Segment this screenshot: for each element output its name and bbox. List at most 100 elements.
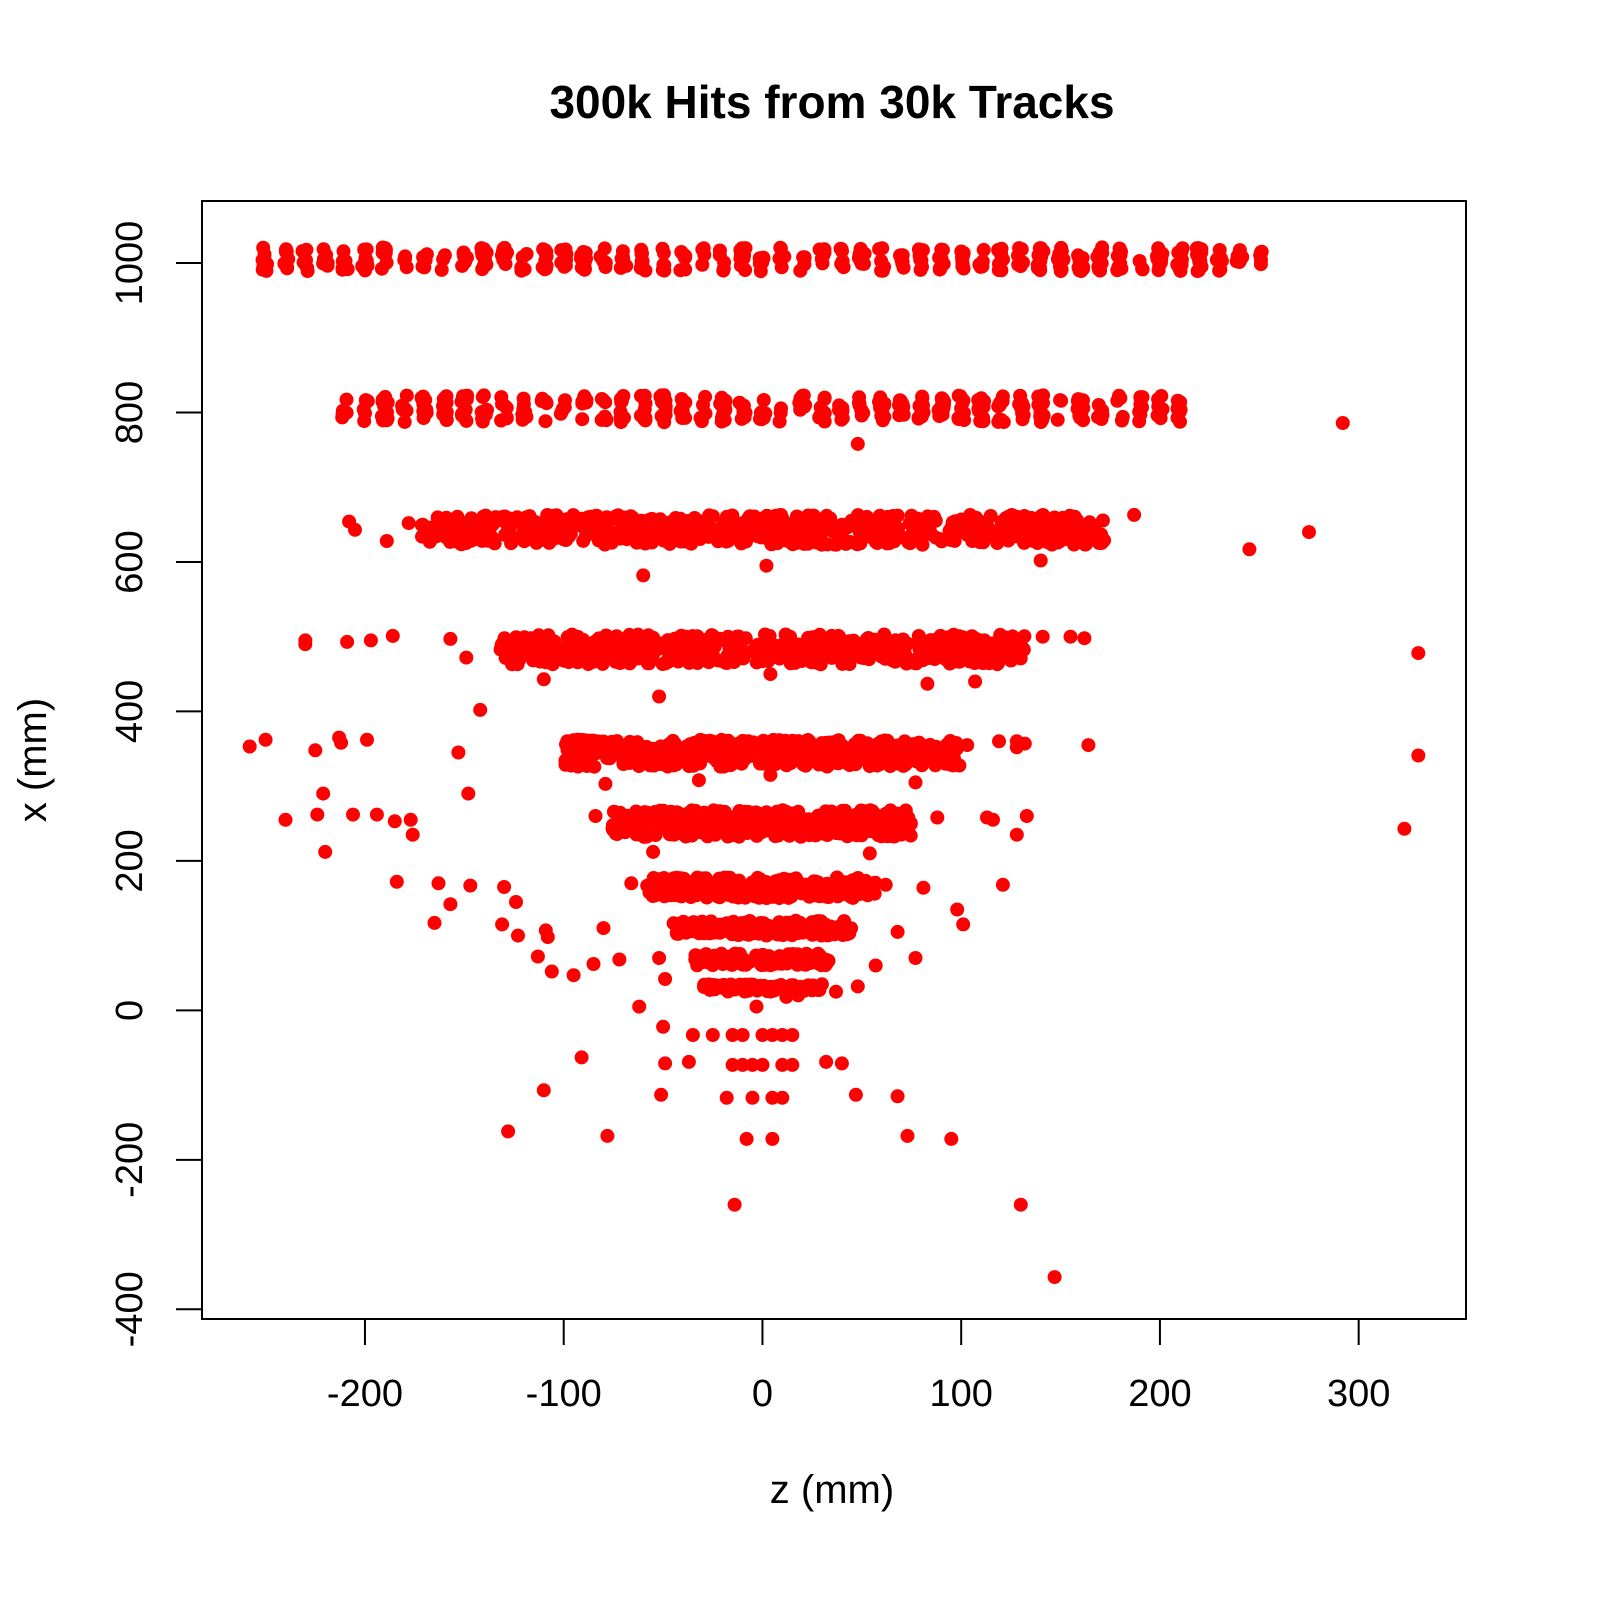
data-point xyxy=(1053,534,1067,549)
data-point xyxy=(783,656,798,671)
data-point xyxy=(777,524,792,539)
data-point xyxy=(739,1131,754,1146)
data-point xyxy=(565,627,580,642)
data-point xyxy=(823,633,838,648)
hit-band xyxy=(697,977,829,999)
data-point xyxy=(973,259,988,274)
data-point xyxy=(685,1028,700,1042)
data-point xyxy=(992,257,1006,271)
data-point xyxy=(853,733,868,748)
data-point xyxy=(674,392,689,406)
data-point xyxy=(815,256,830,271)
data-point xyxy=(1135,262,1150,277)
data-point xyxy=(1209,252,1224,267)
data-point xyxy=(654,754,669,769)
data-point xyxy=(515,250,530,265)
data-point xyxy=(1170,401,1185,416)
data-point xyxy=(760,637,775,652)
data-point xyxy=(517,262,532,277)
data-point xyxy=(678,410,693,425)
data-point xyxy=(707,639,722,654)
data-point xyxy=(840,829,855,844)
data-point xyxy=(536,672,551,687)
data-point xyxy=(778,821,793,836)
hit-band xyxy=(605,803,918,844)
data-point xyxy=(648,828,663,843)
data-point xyxy=(628,807,643,822)
data-point xyxy=(756,251,771,266)
data-point xyxy=(588,809,603,823)
hit-band xyxy=(255,240,1269,279)
data-point xyxy=(873,400,887,415)
data-point xyxy=(913,637,928,652)
data-point xyxy=(878,877,893,892)
data-point xyxy=(974,526,989,541)
data-point xyxy=(1029,512,1044,527)
data-point xyxy=(829,984,843,999)
data-point xyxy=(599,413,614,428)
data-point xyxy=(863,824,878,839)
data-point xyxy=(597,537,612,552)
data-point xyxy=(751,741,766,756)
data-point xyxy=(385,628,400,643)
hit-band xyxy=(666,913,859,943)
data-point xyxy=(848,1087,863,1102)
y-tick-label: 1000 xyxy=(109,221,151,306)
data-point xyxy=(933,532,947,547)
data-point xyxy=(732,873,746,888)
data-point xyxy=(872,242,887,257)
data-point xyxy=(832,646,847,661)
data-point xyxy=(795,388,810,403)
data-point xyxy=(731,736,746,751)
x-tick-label: -200 xyxy=(327,1373,403,1415)
data-point xyxy=(624,876,639,891)
data-point xyxy=(387,814,402,829)
data-point xyxy=(1132,414,1147,429)
data-point xyxy=(451,745,466,760)
data-point xyxy=(1191,241,1206,256)
data-point xyxy=(863,803,878,818)
data-point xyxy=(401,516,416,531)
data-point xyxy=(487,536,502,551)
data-point xyxy=(716,261,731,276)
data-point xyxy=(916,880,931,895)
data-point xyxy=(1013,520,1028,535)
data-point xyxy=(935,643,950,658)
data-point xyxy=(893,394,908,409)
data-point xyxy=(461,786,476,801)
data-point xyxy=(765,1131,780,1146)
data-point xyxy=(642,656,656,671)
data-point xyxy=(544,964,559,979)
data-point xyxy=(753,264,768,279)
data-point xyxy=(663,653,678,668)
data-point xyxy=(735,1028,750,1042)
data-point xyxy=(1112,249,1127,264)
data-point xyxy=(640,805,654,820)
data-point xyxy=(355,259,370,274)
data-point xyxy=(933,261,948,276)
data-point xyxy=(686,736,701,751)
data-point xyxy=(934,391,949,406)
data-point xyxy=(696,877,711,892)
y-tick-label: 0 xyxy=(109,1000,151,1021)
data-point xyxy=(857,636,872,651)
data-point xyxy=(403,812,418,827)
data-point xyxy=(765,1090,780,1105)
data-point xyxy=(869,635,884,650)
data-point xyxy=(838,536,853,551)
data-point xyxy=(830,525,845,539)
data-point xyxy=(736,404,751,419)
x-axis-label: z (mm) xyxy=(770,1468,894,1512)
data-point xyxy=(874,263,889,278)
data-point xyxy=(657,388,672,403)
data-point xyxy=(1094,531,1109,546)
data-point xyxy=(1110,393,1125,408)
y-tick-label: -200 xyxy=(109,1122,151,1198)
data-point xyxy=(346,807,360,822)
data-point xyxy=(911,242,926,257)
data-point xyxy=(942,655,957,670)
data-point xyxy=(646,844,661,859)
data-point xyxy=(538,394,553,409)
data-point xyxy=(596,921,611,936)
